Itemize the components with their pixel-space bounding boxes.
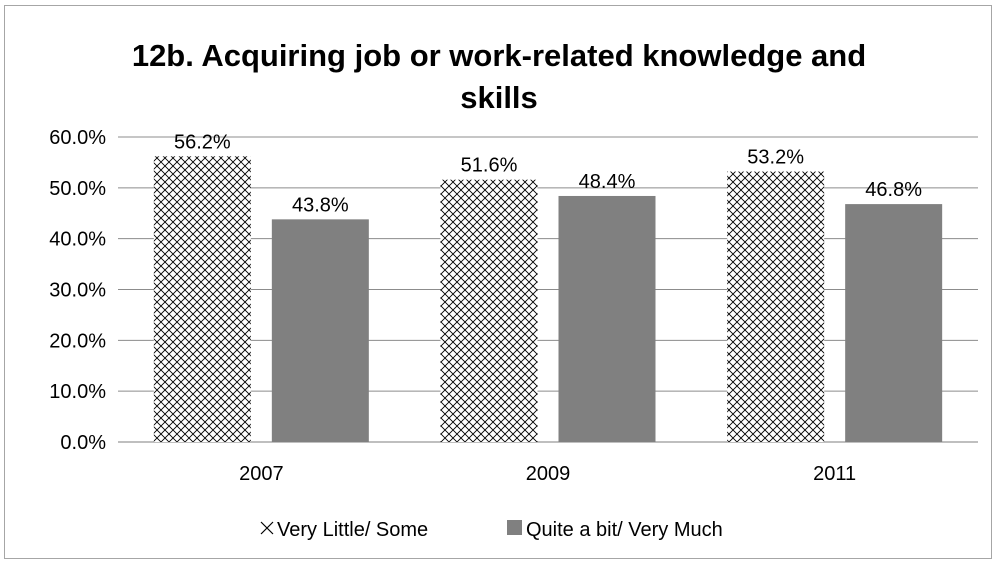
bar-quite-a-bit-very-much-2009 xyxy=(558,195,656,442)
bar-chart: 12b. Acquiring job or work-related knowl… xyxy=(49,38,978,541)
legend-marker-quite-a-bit-very-much xyxy=(507,520,522,535)
bar-quite-a-bit-very-much-2011 xyxy=(845,204,943,442)
chart-title-line-1: 12b. Acquiring job or work-related knowl… xyxy=(132,38,866,73)
bar-very-little-some-2009 xyxy=(440,179,538,442)
y-tick-label: 40.0% xyxy=(49,229,106,251)
y-tick-label: 10.0% xyxy=(49,381,106,403)
y-tick-label: 50.0% xyxy=(49,178,106,200)
y-axis-tick-labels: 0.0% 10.0% 20.0% 30.0% 40.0% 50.0% 60.0% xyxy=(49,127,106,454)
x-tick-label: 2011 xyxy=(813,463,856,485)
gridlines xyxy=(118,136,978,443)
data-label: 53.2% xyxy=(747,147,804,169)
chart-title-line-2: skills xyxy=(460,80,538,115)
y-tick-label: 20.0% xyxy=(49,330,106,352)
y-tick-label: 60.0% xyxy=(49,127,106,149)
legend-label-quite-a-bit-very-much: Quite a bit/ Very Much xyxy=(526,519,723,541)
x-tick-label: 2009 xyxy=(526,463,571,485)
legend: Very Little/ Some Quite a bit/ Very Much xyxy=(260,519,723,541)
data-labels: 56.2% 43.8% 51.6% 48.4% 53.2% 46.8% xyxy=(174,131,922,216)
data-label: 46.8% xyxy=(865,179,922,201)
x-axis-tick-labels: 2007 2009 2011 xyxy=(239,463,856,485)
chart-area: 12b. Acquiring job or work-related knowl… xyxy=(4,5,992,559)
x-tick-label: 2007 xyxy=(239,463,284,485)
y-tick-label: 30.0% xyxy=(49,280,106,302)
data-label: 56.2% xyxy=(174,131,231,153)
bar-very-little-some-2007 xyxy=(153,156,251,443)
data-label: 43.8% xyxy=(292,194,349,216)
data-label: 51.6% xyxy=(461,155,518,177)
bars xyxy=(153,156,943,443)
bar-very-little-some-2011 xyxy=(727,171,825,443)
legend-marker-very-little-some xyxy=(260,521,274,535)
bar-quite-a-bit-very-much-2007 xyxy=(271,219,369,442)
data-label: 48.4% xyxy=(579,171,636,193)
y-tick-label: 0.0% xyxy=(60,432,106,454)
legend-label-very-little-some: Very Little/ Some xyxy=(277,519,428,541)
